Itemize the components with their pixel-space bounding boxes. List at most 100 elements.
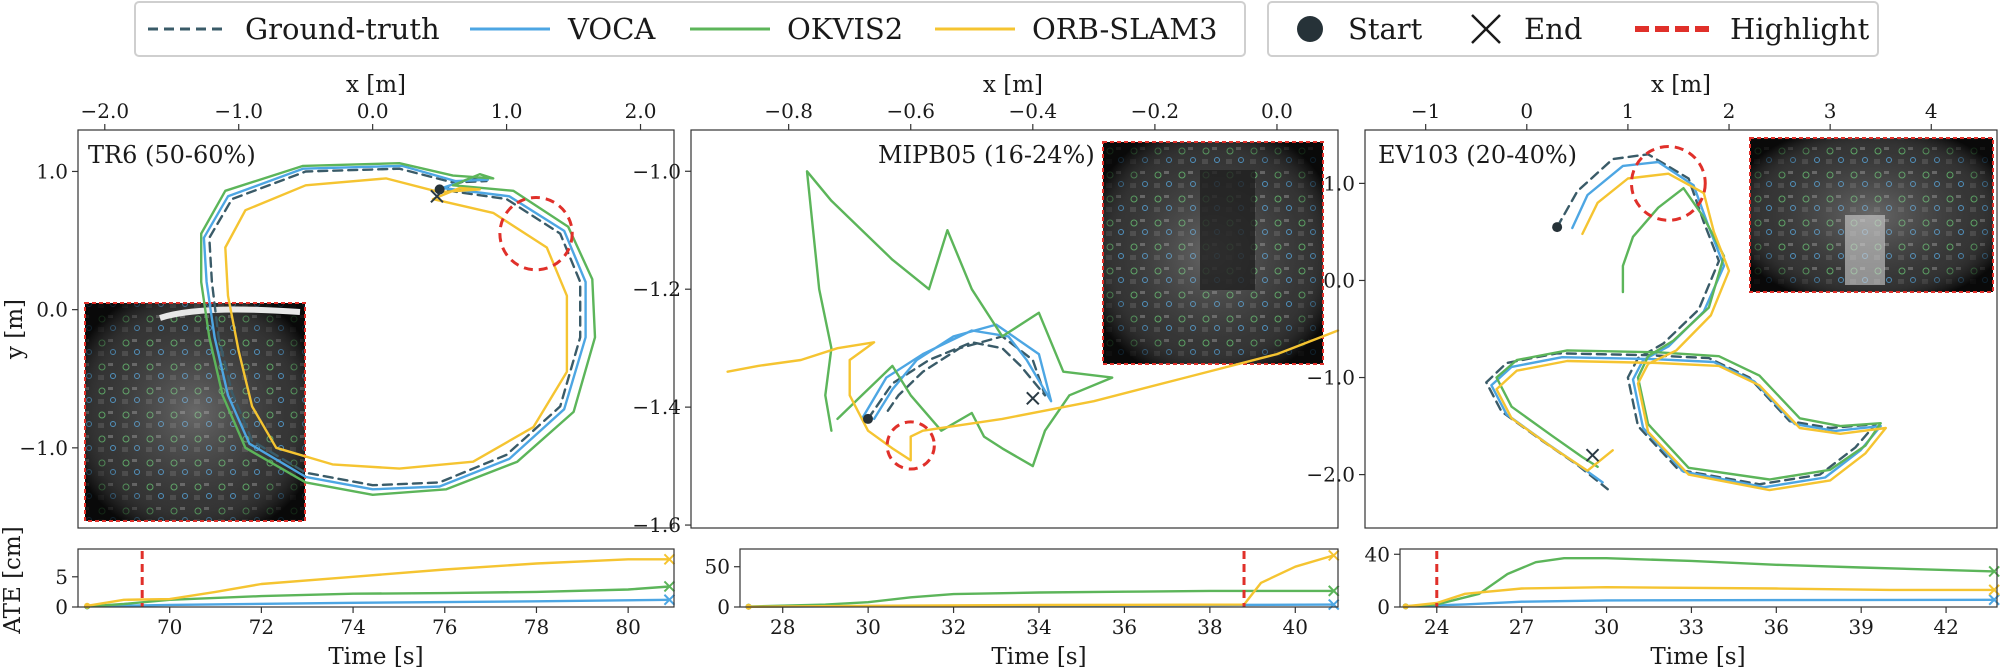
tr6-ytick-label: −1.0	[19, 436, 68, 460]
tr6-ate-x-axis-label: Time [s]	[328, 644, 423, 670]
mipb05-end-marker	[1026, 391, 1040, 405]
mipb05-x-axis-label: x [m]	[983, 72, 1043, 98]
mipb05-xtick-label: −0.2	[1131, 99, 1180, 123]
tr6-xtick-label: 2.0	[625, 99, 657, 123]
ev103-series-okvis2	[1495, 186, 1882, 481]
tr6-inset-image	[84, 302, 306, 522]
panel-mipb05: −0.8 −0.6 −0.4 −0.2 0.0 −1.0 −1.2 −1.4 −1.6 MIPB…	[632, 72, 1340, 537]
legend-label-voca: VOCA	[567, 12, 656, 46]
ev103-ate-xtick-label: 36	[1764, 615, 1789, 639]
tr6-ate-plot-frame	[77, 548, 675, 608]
tr6-ate-ytick-label: 0	[55, 595, 68, 619]
ev103-ate-series-orb-slam3	[1404, 586, 1996, 608]
ev103-ytick-label: −2.0	[1306, 463, 1355, 487]
tr6-ate-end-marker-okvis2	[663, 580, 676, 593]
mipb05-series-ground-truth	[866, 335, 1047, 421]
mipb05-ate-series-orb-slam3	[747, 554, 1335, 608]
tr6-trajectories	[199, 161, 597, 496]
legend-swatch-start	[1297, 16, 1323, 42]
tr6-ate-xtick-label: 74	[340, 615, 365, 639]
mipb05-xtick-label: −0.8	[764, 99, 813, 123]
ev103-xtick-label: 0	[1520, 99, 1533, 123]
tr6-ytick-label: 1.0	[36, 159, 68, 183]
panel-tr6-ate: 70 72 74 76 78 80 0 5 Time [s] ATE [cm]	[0, 526, 676, 670]
mipb05-xtick-label: 0.0	[1261, 99, 1293, 123]
ev103-ate-xtick-label: 42	[1933, 615, 1958, 639]
mipb05-highlight-circle	[885, 420, 936, 471]
tr6-ytick-label: 0.0	[36, 298, 68, 322]
ev103-ate-xtick-label: 27	[1509, 615, 1534, 639]
mipb05-inset-image	[1102, 141, 1324, 365]
tr6-ate-start-marker-orb-slam3	[84, 602, 91, 609]
mipb05-ate-xtick-label: 40	[1283, 615, 1308, 639]
ev103-series-ground-truth	[1485, 153, 1877, 491]
ev103-ate-ytick-label: 40	[1365, 542, 1390, 566]
ev103-xtick-label: 4	[1925, 99, 1938, 123]
ev103-ytick-label: 0.0	[1323, 268, 1355, 292]
legend-label-ground-truth: Ground-truth	[245, 12, 440, 46]
ev103-highlight-circle	[1629, 145, 1707, 222]
tr6-series-voca	[202, 164, 587, 491]
ev103-trajectories	[1485, 145, 1888, 492]
mipb05-ate-xtick-label: 38	[1197, 615, 1222, 639]
tr6-ate-series-okvis2	[85, 585, 671, 608]
tr6-xtick-label: −2.0	[80, 99, 129, 123]
legend: Ground-truth VOCA OKVIS2 ORB-SLAM3 Start…	[134, 1, 1879, 57]
ev103-series-voca	[1490, 160, 1882, 489]
ev103-end-marker	[1585, 448, 1600, 462]
tr6-ate-lines	[84, 551, 676, 610]
ev103-ate-x-axis-label: Time [s]	[1650, 644, 1745, 670]
mipb05-ytick-label: −1.0	[632, 159, 681, 183]
ev103-x-axis-label: x [m]	[1651, 72, 1711, 98]
tr6-ate-xtick-label: 70	[157, 615, 182, 639]
mipb05-ate-end-marker-voca	[1328, 598, 1340, 611]
legend-label-end: End	[1524, 12, 1582, 46]
mipb05-title: MIPB05 (16-24%)	[878, 141, 1095, 169]
ev103-title: EV103 (20-40%)	[1378, 141, 1577, 169]
legend-swatch-end	[1471, 14, 1501, 44]
tr6-ate-series-orb-slam3	[85, 558, 671, 607]
mipb05-ate-end-marker-okvis2	[1328, 585, 1340, 597]
mipb05-ytick-label: −1.4	[632, 395, 681, 419]
tr6-series-okvis2	[199, 161, 597, 496]
ev103-ate-xtick-label: 30	[1594, 615, 1619, 639]
tr6-x-axis-label: x [m]	[346, 72, 406, 98]
legend-box-markers	[1267, 1, 1879, 57]
mipb05-ytick-label: −1.6	[632, 513, 681, 537]
mipb05-ate-xtick-label: 28	[770, 615, 795, 639]
ev103-ytick-label: −1.0	[1306, 366, 1355, 390]
tr6-highlight-circle	[498, 195, 574, 272]
tr6-plot-frame	[77, 129, 675, 529]
ev103-ate-series-voca	[1404, 598, 1996, 608]
panel-mipb05-ate: 28 30 32 34 36 38 40 0 50 Time [s]	[705, 548, 1340, 670]
ev103-ate-series-okvis2	[1404, 557, 1996, 608]
mipb05-series-okvis2	[805, 170, 1114, 468]
mipb05-ate-series-okvis2	[747, 589, 1335, 608]
tr6-ate-xtick-label: 78	[524, 615, 549, 639]
tr6-ate-xtick-label: 76	[432, 615, 457, 639]
mipb05-trajectories	[726, 170, 1340, 471]
tr6-ate-end-marker-voca	[663, 594, 676, 606]
legend-label-okvis2: OKVIS2	[787, 12, 903, 46]
mipb05-xtick-label: −0.4	[1009, 99, 1058, 123]
mipb05-ate-ytick-label: 50	[705, 555, 730, 579]
tr6-ate-end-marker-orb-slam3	[663, 553, 676, 565]
mipb05-ate-xtick-label: 34	[1026, 615, 1051, 639]
tr6-ticks: −2.0 −1.0 0.0 1.0 2.0 1.0 0.0 −1.0	[19, 99, 656, 460]
ev103-ytick-label: 1.0	[1323, 171, 1355, 195]
mipb05-ticks: −0.8 −0.6 −0.4 −0.2 0.0 −1.0 −1.2 −1.4 −1.6	[632, 99, 1292, 537]
ev103-inset-image	[1749, 137, 1994, 293]
ev103-xtick-label: −1	[1411, 99, 1440, 123]
mipb05-ate-xtick-label: 36	[1112, 615, 1137, 639]
mipb05-ate-xtick-label: 30	[855, 615, 880, 639]
ev103-ate-xtick-label: 39	[1848, 615, 1873, 639]
tr6-y-axis-label: y [m]	[2, 299, 28, 360]
panel-tr6: −2.0 −1.0 0.0 1.0 2.0 1.0 0.0 −1.0 TR6 (50-60%)…	[2, 72, 675, 529]
tr6-xtick-label: −1.0	[214, 99, 263, 123]
ev103-ate-ticks: 24 27 30 33 36 39 42 0 40	[1365, 542, 1959, 639]
ev103-series-orb-slam3	[1495, 172, 1888, 492]
ev103-xtick-label: 2	[1723, 99, 1736, 123]
ev103-ate-xtick-label: 24	[1424, 615, 1449, 639]
panel-ev103-ate: 24 27 30 33 36 39 42 0 40 Time [s]	[1365, 542, 2000, 670]
